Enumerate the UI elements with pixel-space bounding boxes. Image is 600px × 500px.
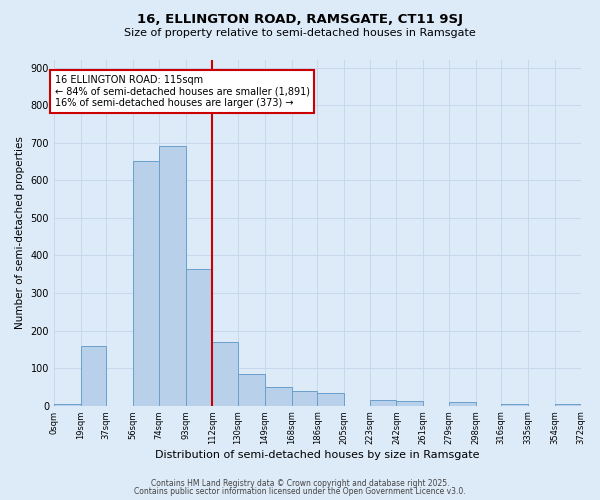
Bar xyxy=(81,346,106,406)
Bar xyxy=(555,404,581,406)
Bar xyxy=(397,401,424,406)
Text: Contains HM Land Registry data © Crown copyright and database right 2025.: Contains HM Land Registry data © Crown c… xyxy=(151,478,449,488)
Bar xyxy=(54,404,81,406)
Bar xyxy=(501,404,528,406)
Bar xyxy=(317,394,344,406)
Bar xyxy=(238,374,265,406)
Text: Size of property relative to semi-detached houses in Ramsgate: Size of property relative to semi-detach… xyxy=(124,28,476,38)
Text: 16, ELLINGTON ROAD, RAMSGATE, CT11 9SJ: 16, ELLINGTON ROAD, RAMSGATE, CT11 9SJ xyxy=(137,12,463,26)
Bar xyxy=(265,387,292,406)
Bar xyxy=(449,402,476,406)
Bar xyxy=(292,390,317,406)
Bar xyxy=(212,342,238,406)
Bar xyxy=(185,268,212,406)
Bar xyxy=(370,400,397,406)
X-axis label: Distribution of semi-detached houses by size in Ramsgate: Distribution of semi-detached houses by … xyxy=(155,450,479,460)
Text: 16 ELLINGTON ROAD: 115sqm
← 84% of semi-detached houses are smaller (1,891)
16% : 16 ELLINGTON ROAD: 115sqm ← 84% of semi-… xyxy=(55,75,310,108)
Y-axis label: Number of semi-detached properties: Number of semi-detached properties xyxy=(15,136,25,330)
Text: Contains public sector information licensed under the Open Government Licence v3: Contains public sector information licen… xyxy=(134,487,466,496)
Bar xyxy=(158,146,185,406)
Bar xyxy=(133,162,158,406)
